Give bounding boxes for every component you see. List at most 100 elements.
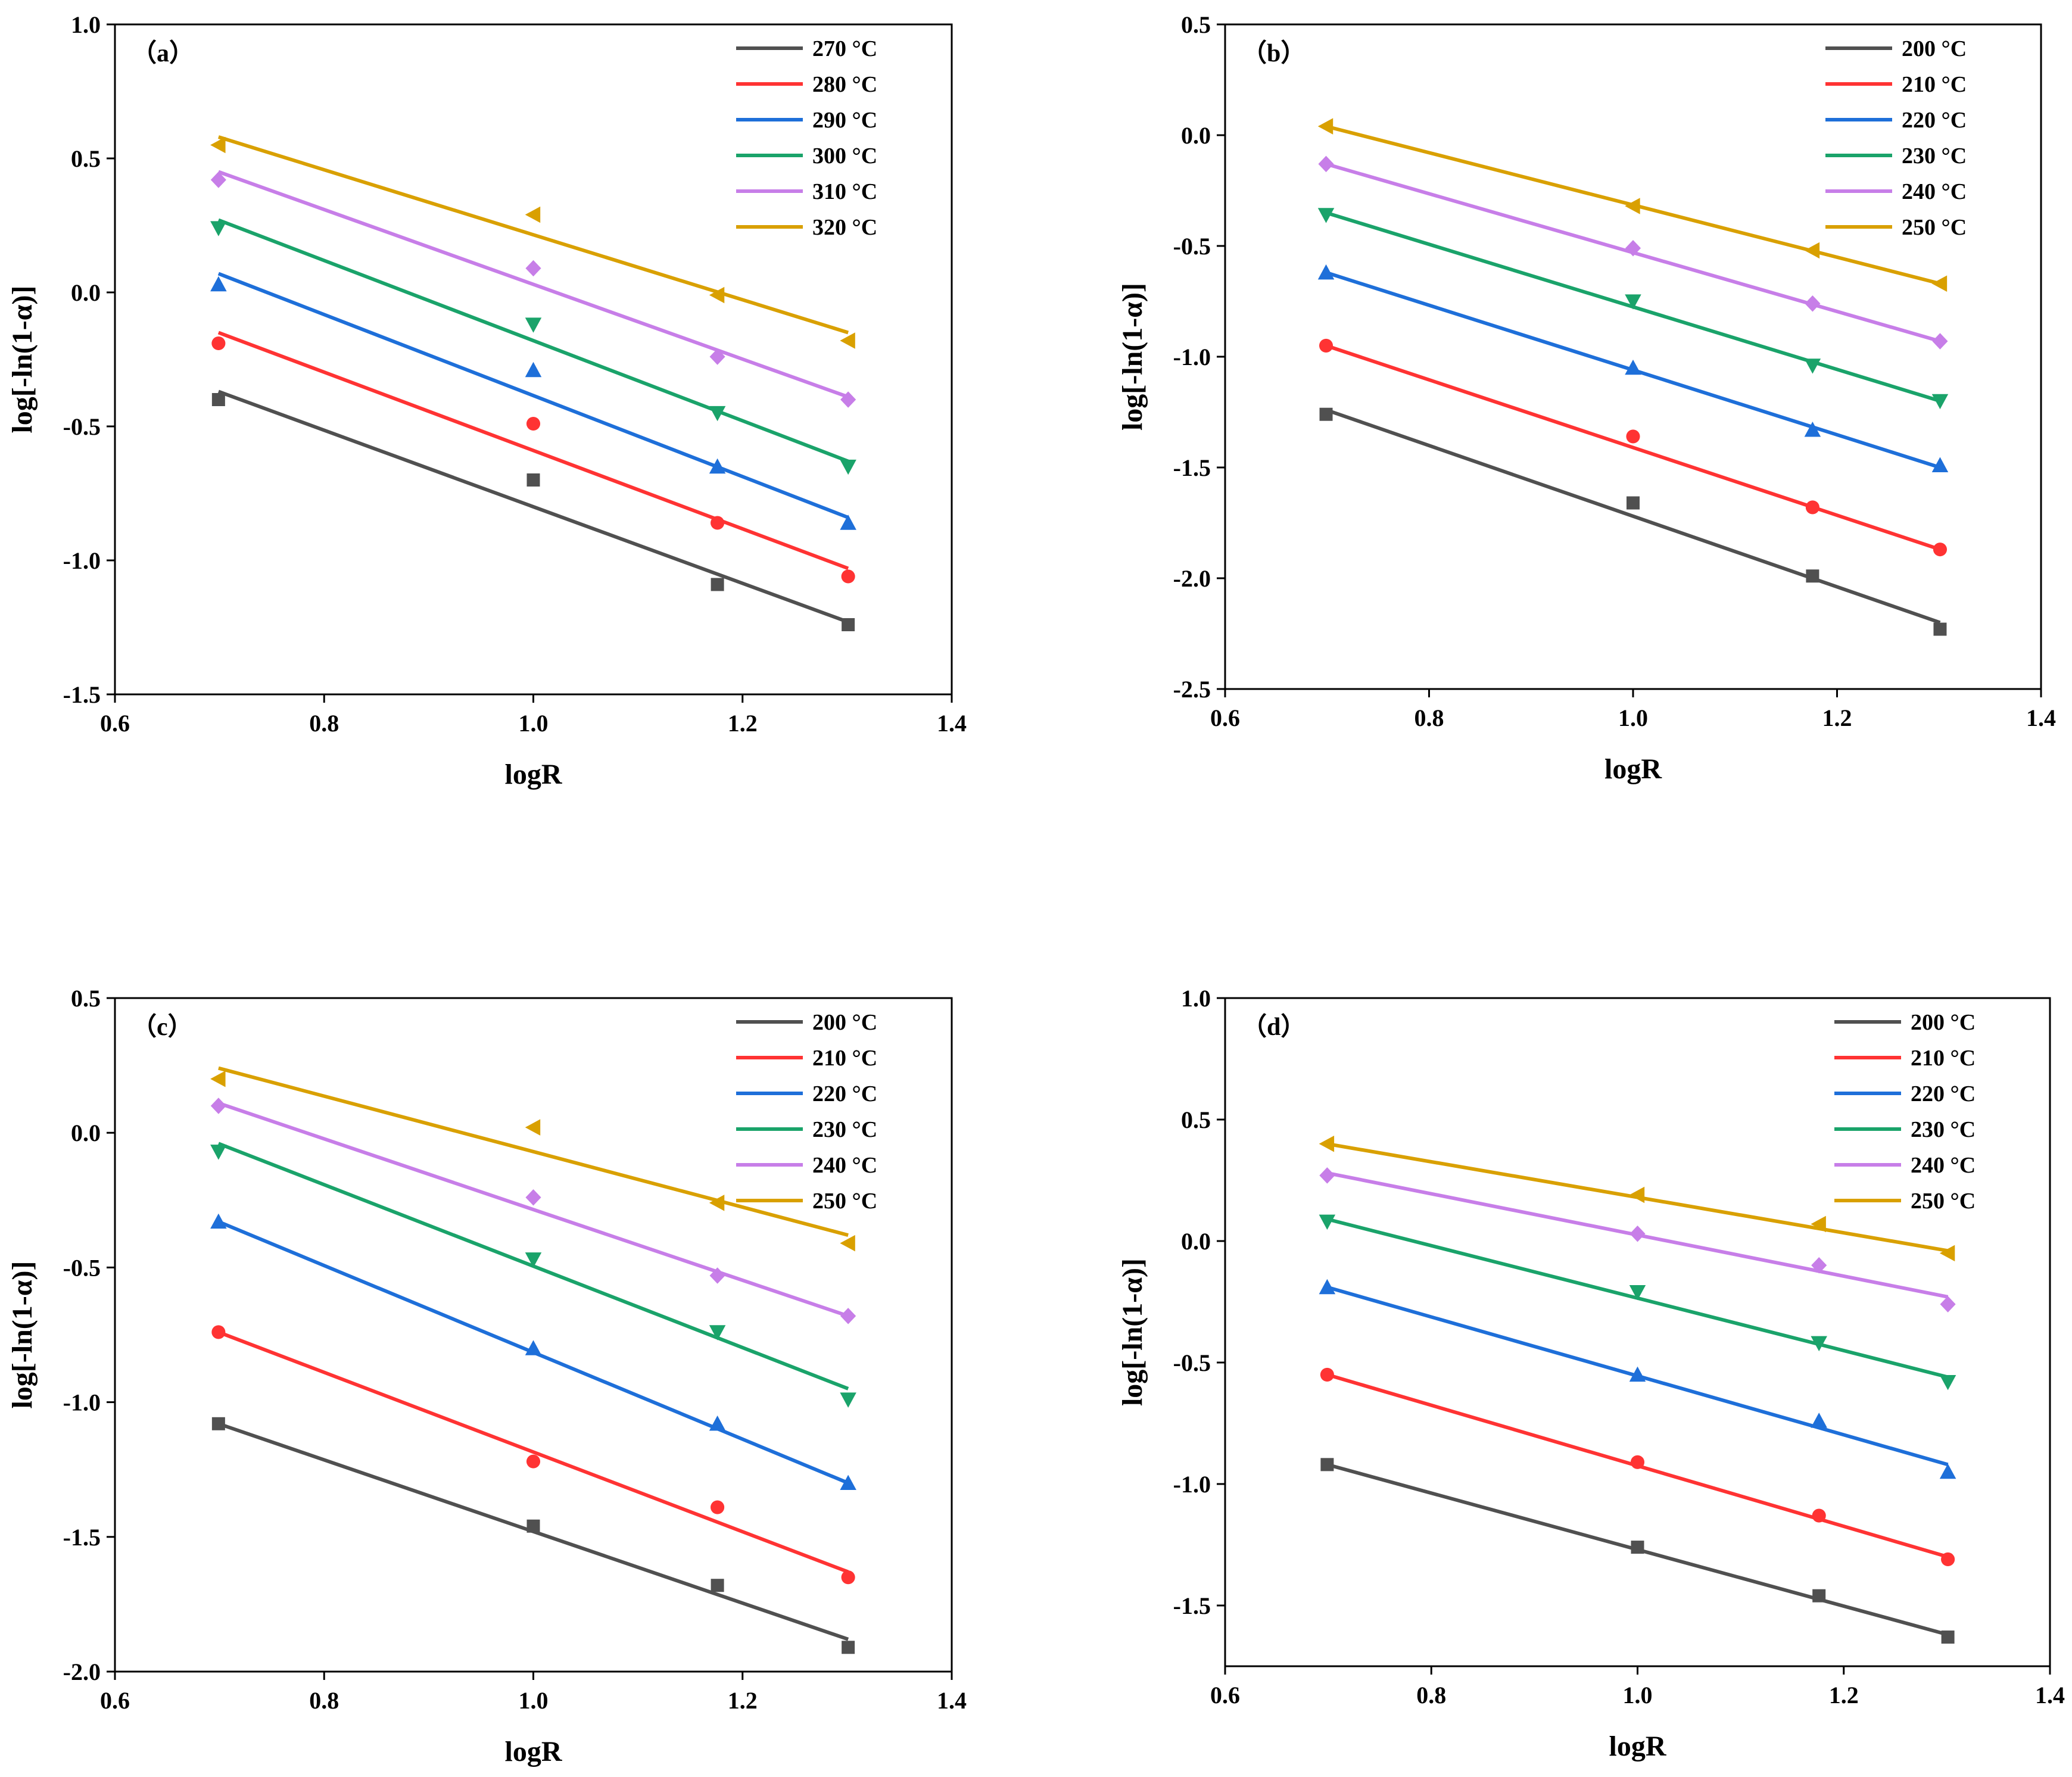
series-300c bbox=[210, 218, 856, 475]
data-point bbox=[525, 1189, 541, 1206]
data-point bbox=[210, 1070, 226, 1087]
x-tick-label: 0.6 bbox=[1210, 704, 1240, 731]
legend-item: 220 °C bbox=[736, 1081, 877, 1106]
legend-item: 320 °C bbox=[736, 215, 877, 240]
chart-panel-a: 0.6 0.8 1.0 1.2 1.4 -1.5 -1.0 -0.5 0.0 0.5 1.0 logR… bbox=[0, 0, 1036, 834]
data-point bbox=[709, 1416, 726, 1431]
data-point bbox=[709, 286, 725, 304]
fit-line bbox=[218, 1066, 849, 1237]
legend-item: 250 °C bbox=[736, 1189, 877, 1214]
y-tick-label: -1.5 bbox=[1173, 1592, 1211, 1619]
x-tick-label: 1.2 bbox=[728, 710, 758, 737]
data-point bbox=[1625, 198, 1640, 214]
series-230c bbox=[1319, 1214, 1956, 1391]
series-240c bbox=[1319, 1167, 1956, 1313]
legend-label: 200 °C bbox=[1902, 36, 1967, 61]
legend-label: 270 °C bbox=[812, 36, 877, 61]
data-point bbox=[1941, 1631, 1955, 1644]
data-point bbox=[711, 516, 725, 530]
y-tick-label: -0.5 bbox=[63, 1254, 101, 1281]
x-tick-label: 1.0 bbox=[519, 710, 549, 737]
y-tick-label: -1.0 bbox=[63, 1389, 101, 1416]
data-point bbox=[840, 1234, 855, 1252]
series-200c bbox=[1320, 1458, 1955, 1644]
legend-item: 200 °C bbox=[736, 1010, 877, 1035]
data-point bbox=[210, 1213, 227, 1229]
series-220c bbox=[1319, 1279, 1956, 1479]
data-point bbox=[1941, 1552, 1955, 1567]
data-point bbox=[842, 1641, 855, 1654]
data-point bbox=[1319, 338, 1333, 353]
y-tick-label: -0.5 bbox=[63, 413, 101, 440]
data-point bbox=[210, 221, 227, 236]
legend-item: 220 °C bbox=[1825, 108, 1967, 133]
legend-item: 210 °C bbox=[736, 1046, 877, 1071]
data-point bbox=[1805, 295, 1821, 312]
legend-item: 210 °C bbox=[1825, 72, 1967, 97]
legend-label: 200 °C bbox=[1911, 1010, 1976, 1035]
data-point bbox=[1625, 359, 1641, 375]
legend-label: 220 °C bbox=[1911, 1081, 1976, 1106]
data-point bbox=[1811, 1215, 1826, 1233]
data-point bbox=[1939, 1245, 1955, 1262]
data-point bbox=[840, 1392, 856, 1408]
legend-item: 200 °C bbox=[1825, 36, 1967, 61]
data-point bbox=[840, 1308, 856, 1324]
data-point bbox=[840, 1474, 856, 1491]
fit-line bbox=[217, 135, 849, 335]
legend-item: 200 °C bbox=[1834, 1010, 1976, 1035]
data-point bbox=[711, 1579, 724, 1592]
data-point bbox=[1805, 500, 1819, 515]
data-point bbox=[1629, 1366, 1646, 1382]
data-point bbox=[1931, 394, 1949, 410]
data-point bbox=[709, 1267, 725, 1284]
data-point bbox=[1931, 457, 1949, 472]
legend-label: 310 °C bbox=[812, 179, 877, 204]
legend-label: 230 °C bbox=[1911, 1117, 1976, 1142]
data-point bbox=[1931, 275, 1948, 292]
y-tick-label: -1.0 bbox=[1173, 1471, 1211, 1498]
x-axis-title: logR bbox=[505, 1736, 563, 1767]
data-point bbox=[1806, 569, 1819, 583]
legend-item: 220 °C bbox=[1834, 1081, 1976, 1106]
x-tick-label: 1.2 bbox=[1822, 704, 1852, 731]
x-tick-label: 0.8 bbox=[309, 1687, 339, 1714]
x-tick-label: 0.6 bbox=[1210, 1682, 1240, 1709]
series-210c bbox=[1320, 1367, 1955, 1567]
x-tick-label: 1.0 bbox=[519, 1687, 549, 1714]
fit-line bbox=[217, 1101, 849, 1318]
data-point bbox=[526, 1519, 540, 1533]
panel-label: （c） bbox=[132, 1013, 193, 1041]
data-point bbox=[1319, 1214, 1336, 1230]
data-point bbox=[525, 1119, 541, 1136]
legend-label: 320 °C bbox=[812, 215, 877, 240]
x-tick-label: 0.6 bbox=[100, 1687, 130, 1714]
series-270c bbox=[211, 389, 855, 631]
series-200c bbox=[1319, 407, 1947, 636]
data-point bbox=[211, 1417, 225, 1430]
y-tick-label: 0.5 bbox=[1181, 1106, 1211, 1133]
panel-label: （a） bbox=[132, 39, 194, 67]
y-tick-label: -1.5 bbox=[63, 1524, 101, 1551]
y-tick-label: 0.5 bbox=[71, 145, 101, 172]
series-210c bbox=[1319, 338, 1948, 557]
legend-item: 210 °C bbox=[1834, 1046, 1976, 1071]
legend-label: 220 °C bbox=[1902, 108, 1967, 133]
legend-item: 240 °C bbox=[1834, 1153, 1976, 1178]
x-tick-label: 1.4 bbox=[2035, 1682, 2065, 1709]
data-point bbox=[525, 206, 541, 223]
data-point bbox=[526, 416, 541, 431]
chart-panel-d: 0.6 0.8 1.0 1.2 1.4 -1.5 -1.0 -0.5 0.0 0.5 1.0 logR… bbox=[1036, 881, 2072, 1777]
fit-line bbox=[1325, 408, 1941, 625]
legend-item: 230 °C bbox=[736, 1117, 877, 1142]
y-tick-label: -2.5 bbox=[1173, 676, 1211, 703]
x-tick-label: 0.8 bbox=[1416, 1682, 1446, 1709]
data-point bbox=[211, 393, 225, 406]
data-point bbox=[525, 1340, 542, 1355]
legend-label: 300 °C bbox=[812, 144, 877, 169]
y-axis-title: log[-ln(1-α)] bbox=[1117, 1258, 1148, 1406]
data-point bbox=[709, 458, 726, 474]
data-point bbox=[1811, 1413, 1827, 1428]
y-tick-label: 1.0 bbox=[1181, 985, 1211, 1012]
data-point bbox=[210, 136, 226, 154]
